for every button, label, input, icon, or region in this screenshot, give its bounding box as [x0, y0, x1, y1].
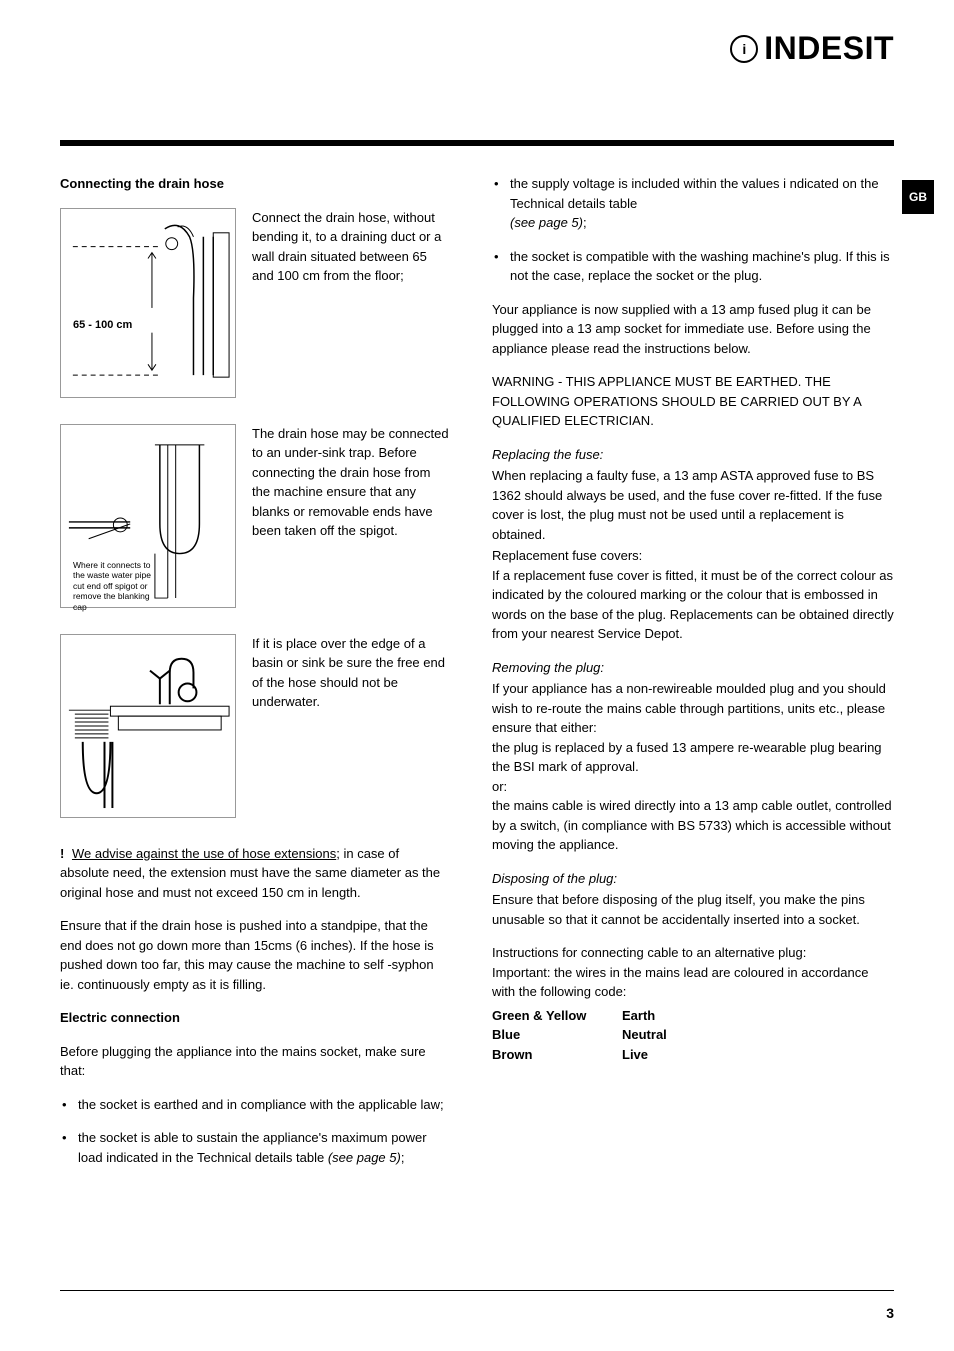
electric-b3-c: ;	[583, 215, 587, 230]
figure-3-illustration	[61, 635, 235, 817]
replacing-fuse-heading: Replacing the fuse:	[492, 445, 894, 465]
wire-name-2: Live	[622, 1045, 648, 1065]
figure-3-text: If it is place over the edge of a basin …	[252, 634, 450, 712]
figure-3-block: If it is place over the edge of a basin …	[60, 634, 450, 818]
disposing-para: Ensure that before disposing of the plug…	[492, 890, 894, 929]
electric-b2-b: (see page 5)	[328, 1150, 401, 1165]
wire-row-0: Green & Yellow Earth	[492, 1006, 894, 1026]
figure-2-text: The drain hose may be connected to an un…	[252, 424, 450, 541]
footer-rule	[60, 1290, 894, 1291]
wire-color-1: Blue	[492, 1025, 622, 1045]
electric-bullets-right: the supply voltage is included within th…	[492, 174, 894, 286]
electric-b4-text: the socket is compatible with the washin…	[510, 249, 890, 284]
cable-instructions-1: Instructions for connecting cable to an …	[492, 943, 894, 963]
electric-b1-text: the socket is earthed and in compliance …	[78, 1097, 444, 1112]
heading-electric: Electric connection	[60, 1008, 450, 1028]
supplied-para: Your appliance is now supplied with a 13…	[492, 300, 894, 359]
language-tab-label: GB	[909, 190, 927, 204]
electric-b3-b: (see page 5)	[510, 215, 583, 230]
wire-color-table: Green & Yellow Earth Blue Neutral Brown …	[492, 1006, 894, 1065]
wire-name-0: Earth	[622, 1006, 655, 1026]
page: i INDESIT GB Connecting the drain hose	[0, 0, 954, 1351]
figure-1-illustration	[61, 209, 235, 397]
replacement-covers-para: If a replacement fuse cover is fitted, i…	[492, 566, 894, 644]
removing-plug-p1: If your appliance has a non-rewireable m…	[492, 679, 894, 738]
removing-plug-p2: the plug is replaced by a fused 13 amper…	[492, 738, 894, 777]
figure-1-block: 65 - 100 cm Connect the drain hose, with…	[60, 208, 450, 398]
removing-plug-p3: the mains cable is wired directly into a…	[492, 796, 894, 855]
figure-1-range-label: 65 - 100 cm	[73, 317, 132, 334]
electric-bullets-left: the socket is earthed and in compliance …	[60, 1095, 450, 1168]
replacement-covers-heading: Replacement fuse covers:	[492, 546, 894, 566]
figure-2-block: Where it connects to the waste water pip…	[60, 424, 450, 608]
removing-or: or:	[492, 777, 894, 797]
brand-logo-circle: i	[730, 35, 758, 63]
electric-bullet-3: the supply voltage is included within th…	[492, 174, 894, 233]
wire-color-2: Brown	[492, 1045, 622, 1065]
electric-bullet-2: the socket is able to sustain the applia…	[60, 1128, 450, 1167]
replacing-fuse-para: When replacing a faulty fuse, a 13 amp A…	[492, 466, 894, 544]
right-column: the supply voltage is included within th…	[492, 174, 894, 1181]
electric-bullet-1: the socket is earthed and in compliance …	[60, 1095, 450, 1115]
figure-1: 65 - 100 cm	[60, 208, 236, 398]
hose-extension-warning: ! We advise against the use of hose exte…	[60, 844, 450, 903]
cable-instructions-2: Important: the wires in the mains lead a…	[492, 963, 894, 1002]
electric-bullet-4: the socket is compatible with the washin…	[492, 247, 894, 286]
standpipe-para: Ensure that if the drain hose is pushed …	[60, 916, 450, 994]
brand-logo-area: i INDESIT	[730, 30, 894, 67]
left-column: Connecting the drain hose	[60, 174, 450, 1181]
warning-icon: !	[60, 846, 64, 861]
brand-logo-char: i	[742, 41, 746, 57]
header-rule	[60, 140, 894, 146]
brand-name: INDESIT	[764, 30, 894, 67]
advise-lead: We advise against the use of hose extens…	[72, 846, 336, 861]
wire-row-1: Blue Neutral	[492, 1025, 894, 1045]
electric-b3-a: the supply voltage is included within th…	[510, 176, 879, 211]
figure-1-text: Connect the drain hose, without bending …	[252, 208, 450, 286]
wire-name-1: Neutral	[622, 1025, 667, 1045]
wire-color-0: Green & Yellow	[492, 1006, 622, 1026]
warning-para: WARNING - THIS APPLIANCE MUST BE EARTHED…	[492, 372, 894, 431]
disposing-heading: Disposing of the plug:	[492, 869, 894, 889]
page-number: 3	[886, 1305, 894, 1321]
wire-row-2: Brown Live	[492, 1045, 894, 1065]
removing-plug-heading: Removing the plug:	[492, 658, 894, 678]
figure-2: Where it connects to the waste water pip…	[60, 424, 236, 608]
heading-drain: Connecting the drain hose	[60, 174, 450, 194]
electric-lead: Before plugging the appliance into the m…	[60, 1042, 450, 1081]
figure-2-caption: Where it connects to the waste water pip…	[73, 560, 163, 613]
electric-b2-c: ;	[401, 1150, 405, 1165]
content-columns: Connecting the drain hose	[60, 174, 894, 1181]
figure-3	[60, 634, 236, 818]
language-tab: GB	[902, 180, 934, 214]
